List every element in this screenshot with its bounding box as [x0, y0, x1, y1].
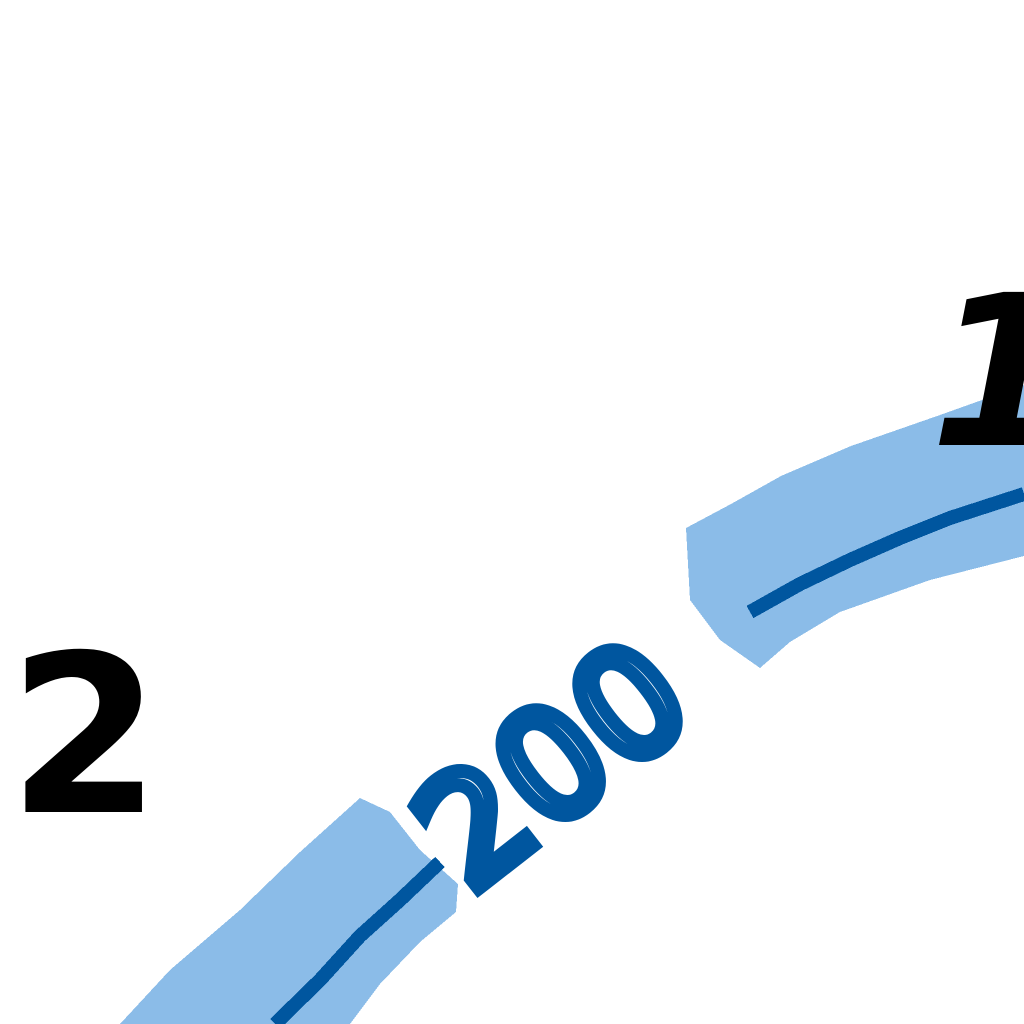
route-line-lower [270, 856, 445, 1024]
route-casing-lower [120, 798, 458, 1024]
route-line [270, 487, 1024, 1024]
area-number-right: 1 [930, 250, 1024, 495]
area-number-left: 2 [8, 608, 161, 864]
route-line-upper [746, 487, 1024, 619]
